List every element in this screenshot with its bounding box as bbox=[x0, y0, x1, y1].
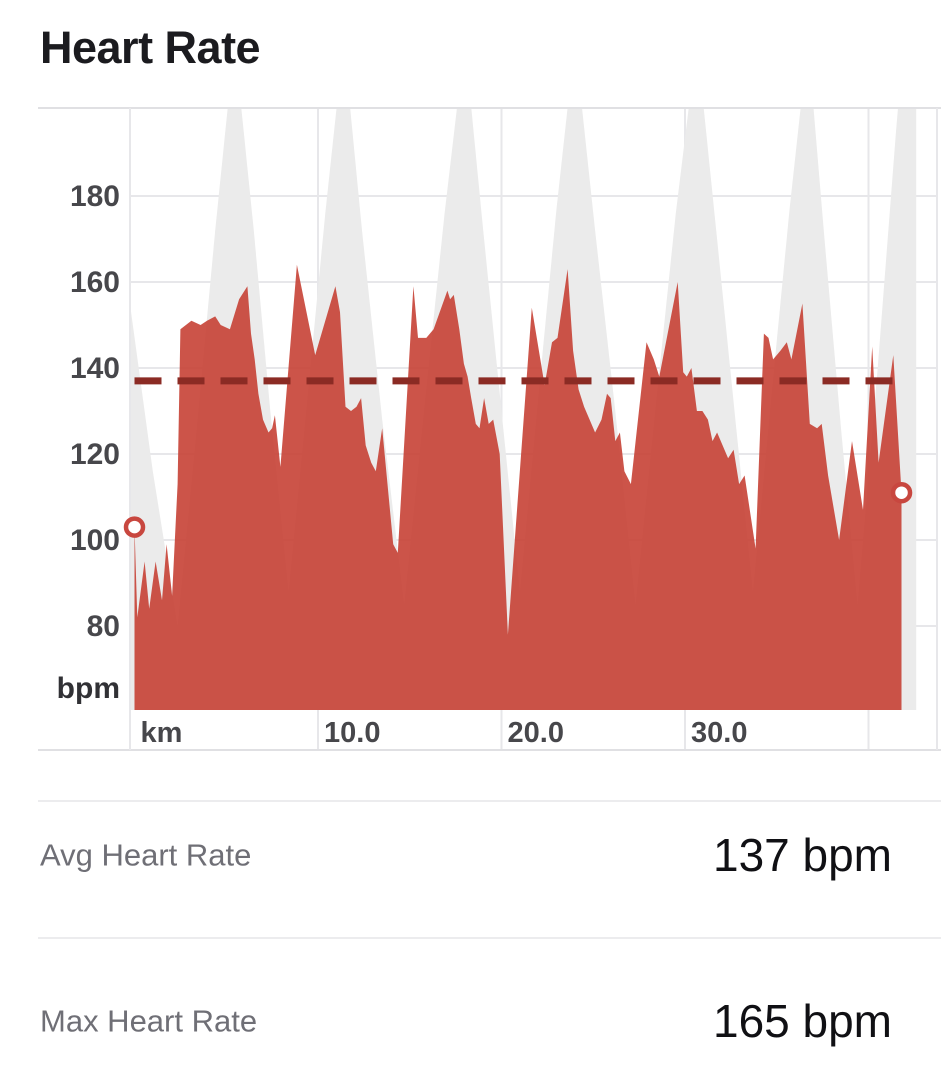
divider bbox=[38, 937, 941, 939]
y-tick-label: 80 bbox=[87, 610, 120, 643]
end-marker bbox=[890, 481, 913, 504]
x-tick-label: 20.0 bbox=[508, 717, 564, 749]
avg-heart-rate-value: 137 bpm bbox=[712, 828, 892, 881]
avg-heart-rate-label: Avg Heart Rate bbox=[40, 837, 252, 873]
x-tick-label: km bbox=[141, 717, 183, 749]
x-tick-label: 30.0 bbox=[691, 717, 747, 749]
y-tick-label: 100 bbox=[70, 524, 120, 557]
stat-row-max-heart-rate: Max Heart Rate 165 bpm bbox=[0, 968, 941, 1078]
start-marker bbox=[123, 516, 146, 538]
page-title: Heart Rate bbox=[40, 22, 261, 73]
max-heart-rate-value: 165 bpm bbox=[712, 994, 892, 1047]
y-tick-label: 160 bbox=[70, 266, 120, 299]
stat-row-avg-heart-rate: Avg Heart Rate 137 bpm bbox=[0, 802, 941, 912]
max-heart-rate-label: Max Heart Rate bbox=[40, 1003, 258, 1039]
chart-scrub-area[interactable] bbox=[130, 108, 937, 710]
y-axis-unit-label: bpm bbox=[57, 672, 120, 705]
y-tick-label: 140 bbox=[70, 352, 120, 385]
y-tick-label: 180 bbox=[70, 180, 120, 213]
x-tick-label: 10.0 bbox=[324, 717, 380, 749]
divider bbox=[38, 800, 941, 802]
y-tick-label: 120 bbox=[70, 438, 120, 471]
heart-rate-area bbox=[134, 264, 902, 710]
